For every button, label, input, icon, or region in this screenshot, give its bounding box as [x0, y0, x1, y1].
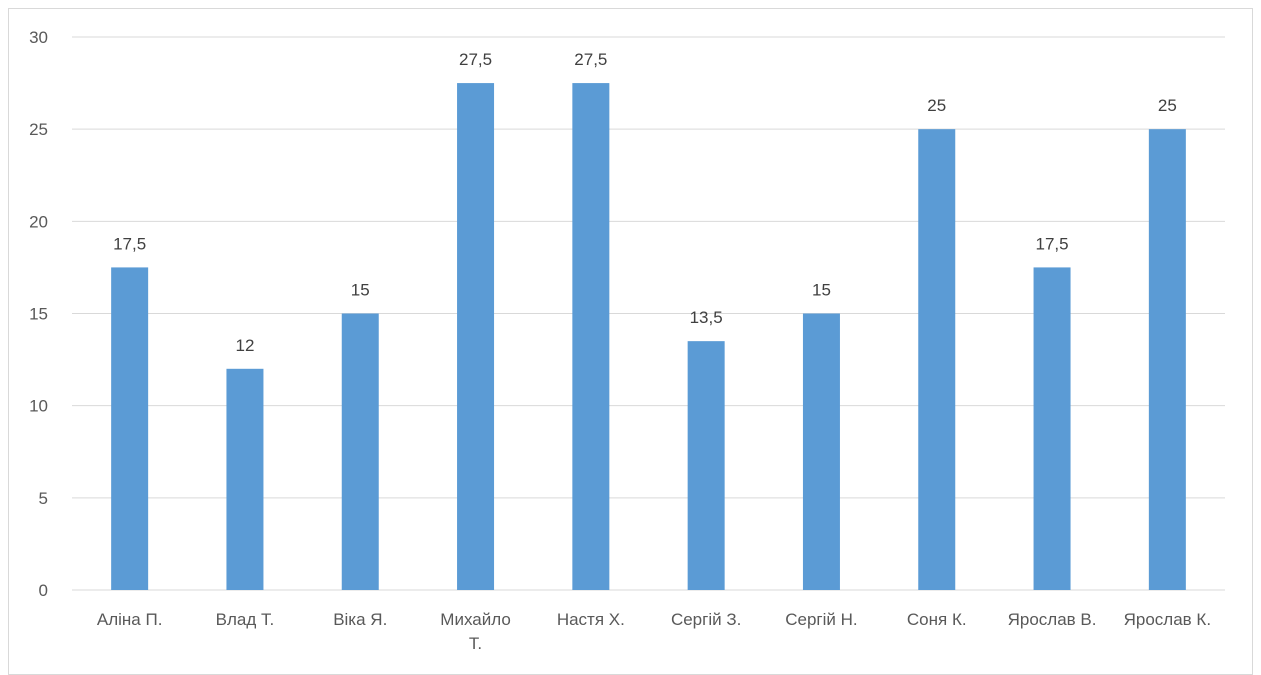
bar [1033, 267, 1071, 590]
y-tick-label: 20 [29, 212, 48, 231]
data-label: 15 [351, 281, 370, 300]
x-tick-label: Аліна П. [97, 610, 163, 629]
x-tick-label: Сергій З. [671, 610, 741, 629]
x-axis-ticks: Аліна П. Влад Т. Віка Я. Михайло Т. Настя Х. С… [97, 610, 1211, 653]
x-tick-label: Віка Я. [333, 610, 387, 629]
bar [111, 267, 149, 590]
y-axis-ticks: 0 5 10 15 20 25 30 [29, 28, 48, 600]
x-tick-label: Ярослав К. [1124, 610, 1211, 629]
data-label: 27,5 [459, 50, 492, 69]
data-label: 15 [812, 281, 831, 300]
bar [918, 129, 956, 590]
data-label: 17,5 [1036, 234, 1069, 253]
bar [341, 313, 379, 590]
data-labels: 17,5 12 15 27,5 27,5 13,5 15 25 17,5 25 [113, 50, 1177, 355]
y-tick-label: 15 [29, 305, 48, 324]
data-label: 12 [235, 336, 254, 355]
data-label: 13,5 [690, 308, 723, 327]
bar [226, 368, 264, 590]
data-label: 25 [927, 96, 946, 115]
y-tick-label: 25 [29, 120, 48, 139]
x-tick-label: Михайло Т. [440, 610, 510, 653]
x-tick-label: Соня К. [907, 610, 967, 629]
x-tick-label: Ярослав В. [1008, 610, 1097, 629]
x-tick-label: Влад Т. [216, 610, 275, 629]
bar [687, 341, 725, 590]
data-label: 27,5 [574, 50, 607, 69]
y-tick-label: 10 [29, 397, 48, 416]
data-label: 17,5 [113, 234, 146, 253]
gridlines [72, 36, 1225, 591]
x-tick-label: Сергій Н. [785, 610, 857, 629]
y-tick-label: 30 [29, 28, 48, 47]
data-label: 25 [1158, 96, 1177, 115]
bar [802, 313, 840, 590]
y-tick-label: 5 [39, 489, 48, 508]
y-tick-label: 0 [39, 581, 48, 600]
bar [572, 83, 610, 590]
bars [111, 83, 1186, 590]
bar [1148, 129, 1186, 590]
x-tick-label: Настя Х. [557, 610, 625, 629]
bar [457, 83, 495, 590]
